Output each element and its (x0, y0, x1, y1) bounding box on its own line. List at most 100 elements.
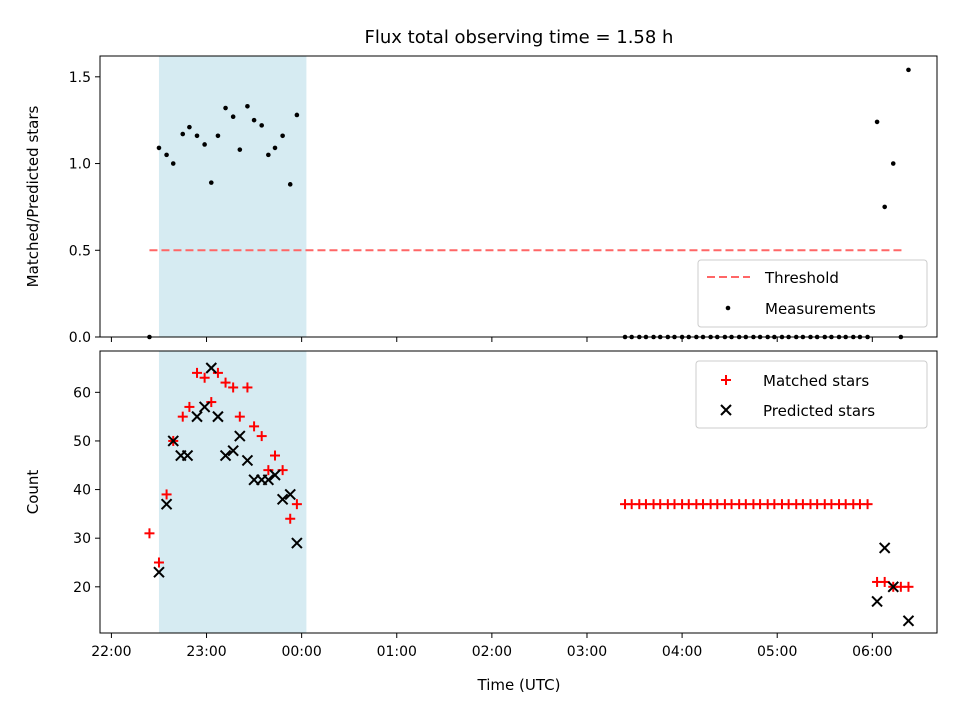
predicted-star-point (219, 449, 232, 462)
legend: Matched stars Predicted stars (695, 360, 928, 429)
legend-box (697, 259, 928, 328)
bottom-panel: 20 30 40 50 60 22:00 23:00 00:00 01:00 02:00 03:00… (24, 350, 938, 660)
predicted-star-point (227, 444, 239, 457)
matched-star-point (263, 465, 274, 476)
measurement-point (882, 204, 887, 210)
measurement-point (266, 152, 271, 158)
predicted-star-point (234, 430, 246, 442)
measurement-point (259, 123, 264, 128)
x-tick-label: 04:00 (662, 644, 702, 660)
y-tick-label: 0.5 (69, 243, 91, 259)
matched-star-point (862, 499, 873, 510)
legend-matched-swatch (721, 375, 731, 385)
predicted-star-point (878, 542, 891, 554)
legend: Threshold Measurements (697, 259, 928, 328)
predicted-star-point (902, 615, 915, 627)
measurement-point (170, 161, 176, 166)
legend-matched-label: Matched stars (763, 372, 869, 390)
observing-span-shade (158, 56, 307, 337)
matched-star-point (242, 382, 253, 393)
matched-star-point (184, 401, 195, 412)
measurement-point (874, 119, 880, 125)
y-tick-label: 0.0 (69, 330, 91, 346)
matched-star-point (228, 382, 239, 393)
x-tick-label: 03:00 (567, 644, 607, 660)
measurement-point (208, 180, 214, 185)
predicted-star-point (167, 435, 179, 447)
axes-frame (99, 55, 938, 338)
measurement-point (237, 147, 243, 152)
legend-threshold-label: Threshold (764, 269, 839, 287)
chart-title: Flux total observing time = 1.58 h (365, 27, 674, 48)
measurement-point (223, 105, 228, 111)
predicted-star-point (181, 449, 194, 462)
y-tick-label: 1.5 (69, 70, 91, 86)
matched-star-point (879, 576, 890, 587)
matched-star-point (270, 450, 281, 461)
series-matched-stars (144, 367, 914, 592)
measurement-point (230, 114, 236, 120)
matched-star-point (192, 367, 203, 378)
y-tick-label: 20 (73, 580, 91, 596)
measurement-point (287, 182, 293, 187)
matched-star-point (199, 372, 210, 383)
predicted-star-point (198, 401, 211, 413)
x-tick-label: 22:00 (91, 644, 131, 660)
measurement-point (194, 133, 200, 139)
x-axis-label: Time (UTC) (477, 676, 561, 694)
observing-span-shade (158, 351, 307, 633)
predicted-star-point (291, 537, 303, 549)
predicted-star-point (160, 498, 173, 510)
matched-star-point (234, 411, 245, 422)
measurement-point (251, 117, 257, 123)
predicted-star-point (284, 488, 296, 501)
matched-star-point (212, 367, 223, 378)
predicted-star-point (871, 595, 883, 608)
series-predicted-stars (153, 362, 915, 627)
measurement-point (164, 152, 169, 158)
predicted-star-point (205, 362, 217, 374)
x-tick-label: 05:00 (757, 644, 797, 660)
legend-measurement-swatch (725, 305, 731, 311)
axes-frame (99, 350, 938, 634)
x-tick-label: 06:00 (852, 644, 892, 660)
x-tick-label: 23:00 (186, 644, 226, 660)
matched-star-point (177, 411, 188, 422)
matched-star-point (285, 513, 296, 524)
y-axis-label: Count (24, 470, 42, 515)
predicted-star-point (887, 581, 899, 593)
measurement-point (215, 133, 221, 139)
predicted-star-point (153, 566, 165, 578)
y-tick-label: 1.0 (69, 157, 91, 173)
matched-star-point (161, 489, 172, 500)
measurement-point (280, 133, 285, 139)
x-tick-label: 01:00 (377, 644, 417, 660)
measurement-point (245, 104, 250, 109)
matched-star-point (256, 431, 267, 442)
predicted-star-point (212, 410, 224, 423)
measurement-point (294, 112, 300, 118)
y-axis-label: Matched/Predicted stars (24, 106, 42, 288)
x-tick-label: 00:00 (281, 644, 321, 660)
measurement-point (906, 67, 911, 73)
matched-star-point (249, 421, 260, 432)
measurement-point (187, 124, 192, 130)
legend-predicted-label: Predicted stars (763, 402, 875, 420)
matched-star-point (903, 581, 914, 592)
matched-star-point (206, 397, 217, 408)
y-tick-label: 50 (73, 434, 91, 450)
measurement-point (180, 131, 186, 137)
y-tick-label: 60 (73, 385, 91, 401)
measurement-point (272, 145, 278, 151)
legend-measurement-label: Measurements (765, 300, 876, 318)
x-tick-label: 02:00 (472, 644, 512, 660)
measurement-point (202, 142, 207, 147)
predicted-star-point (191, 410, 203, 423)
predicted-star-point (269, 469, 281, 481)
matched-star-point (220, 377, 231, 388)
top-panel: 0.0 0.5 1.0 1.5 Matched/Predicted stars Thres… (24, 55, 938, 346)
measurement-point (156, 145, 162, 151)
matched-star-point (291, 499, 302, 510)
matched-star-point (144, 528, 155, 539)
